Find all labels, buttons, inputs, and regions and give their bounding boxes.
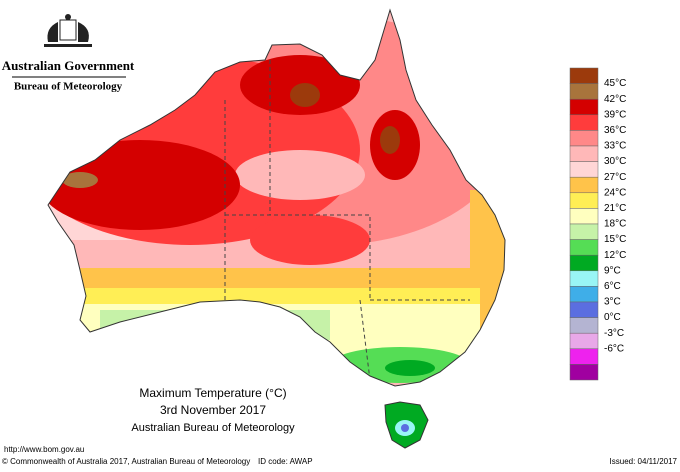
legend-label: 30°C	[604, 156, 626, 167]
legend-swatch	[569, 208, 599, 225]
legend-label: 3°C	[604, 297, 621, 308]
legend-label: 12°C	[604, 250, 626, 261]
legend: 45°C 42°C 39°C 36°C 33°C 30°C 27°C 24°C 21°C 18°C…	[569, 67, 626, 381]
map-source: Australian Bureau of Meteorology	[131, 422, 295, 434]
footer-copyright: © Commonwealth of Australia 2017, Austra…	[2, 457, 250, 466]
legend-label: 27°C	[604, 172, 626, 183]
map-date: 3rd November 2017	[160, 403, 266, 417]
legend-label: 9°C	[604, 265, 621, 276]
legend-swatch	[569, 98, 599, 116]
legend-swatch	[569, 317, 599, 334]
legend-swatch	[569, 130, 599, 147]
legend-swatch	[569, 67, 599, 84]
legend-label: 39°C	[604, 109, 626, 120]
header-subtitle: Bureau of Meteorology	[14, 81, 123, 93]
legend-swatch	[569, 270, 599, 287]
map-title: Maximum Temperature (°C)	[139, 386, 286, 400]
legend-label: 21°C	[604, 203, 626, 214]
legend-swatch	[569, 145, 599, 162]
legend-swatch	[569, 223, 599, 240]
legend-swatch	[569, 192, 599, 209]
tasmania-coast	[384, 401, 429, 449]
legend-swatch	[569, 348, 599, 365]
legend-label: 36°C	[604, 125, 626, 136]
legend-swatch	[569, 364, 599, 381]
legend-swatch	[569, 301, 599, 318]
legend-swatch	[569, 254, 599, 272]
coat-of-arms	[44, 14, 92, 47]
legend-swatch	[569, 176, 599, 194]
legend-swatch	[569, 239, 599, 256]
legend-label: 42°C	[604, 94, 626, 105]
footer-issued: Issued: 04/11/2017	[610, 457, 678, 466]
legend-label: 18°C	[604, 219, 626, 230]
tasmania	[385, 402, 428, 448]
legend-label: 33°C	[604, 141, 626, 152]
footer-url: http://www.bom.gov.au	[4, 445, 84, 454]
header-title: Australian Government	[2, 58, 135, 73]
coastline	[47, 8, 506, 387]
legend-label: 6°C	[604, 281, 621, 292]
legend-label: -3°C	[604, 328, 624, 339]
legend-swatch	[569, 286, 599, 303]
legend-swatch	[569, 161, 599, 178]
legend-swatch	[569, 83, 599, 100]
legend-swatch	[569, 114, 599, 131]
legend-label: 0°C	[604, 312, 621, 323]
footer-id: ID code: AWAP	[258, 457, 313, 466]
legend-swatch	[569, 332, 599, 350]
legend-label: 45°C	[604, 78, 626, 89]
legend-label: 15°C	[604, 234, 626, 245]
legend-label: -6°C	[604, 343, 624, 354]
legend-label: 24°C	[604, 187, 626, 198]
